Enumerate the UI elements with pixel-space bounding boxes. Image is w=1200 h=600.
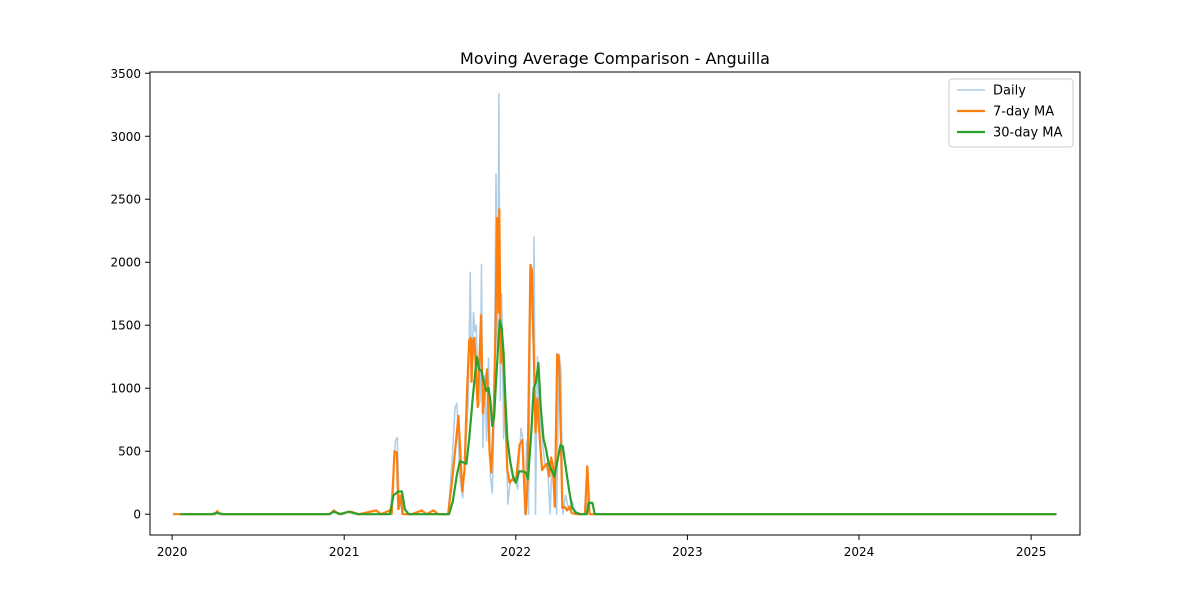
legend-label-daily: Daily [993,84,1026,99]
plot-area-frame [149,71,1081,536]
x-tick-label: 2020 [157,545,188,559]
y-tick-label: 2500 [110,193,141,207]
y-axis: 0 500 1000 1500 2000 2500 3000 3500 [110,67,150,522]
series-line-7-day-ma [173,208,1057,516]
legend-label-30-day-ma: 30-day MA [993,126,1062,141]
x-tick-label: 2022 [501,545,532,559]
series-line-30-day-ma [180,319,1057,516]
y-tick-label: 3500 [110,67,141,81]
x-tick-label: 2024 [844,545,875,559]
x-tick-label: 2021 [329,545,360,559]
y-tick-label: 2000 [110,256,141,270]
x-tick-label: 2025 [1016,545,1047,559]
y-tick-label: 1500 [110,319,141,333]
legend: Daily 7-day MA 30-day MA [948,78,1074,148]
legend-box [948,78,1074,148]
x-axis: 2020 2021 2022 2023 2024 2025 [157,535,1047,559]
y-tick-label: 3000 [110,130,141,144]
legend-label-7-day-ma: 7-day MA [993,105,1054,120]
x-tick-label: 2023 [672,545,703,559]
y-tick-label: 1000 [110,382,141,396]
chart-title: Moving Average Comparison - Anguilla [460,49,770,68]
plot-series [173,92,1057,516]
y-tick-label: 500 [118,445,141,459]
y-tick-label: 0 [133,508,141,522]
